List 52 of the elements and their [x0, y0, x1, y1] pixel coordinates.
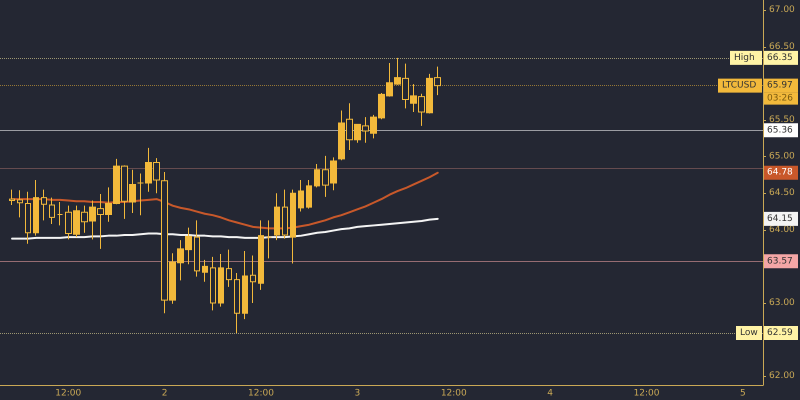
candlestick [218, 253, 224, 308]
candlestick [266, 220, 272, 259]
ref-line-label: LTCUSD [722, 80, 756, 91]
candlestick [250, 254, 256, 304]
y-tick-label: 66.50 [769, 42, 796, 52]
candlestick [25, 191, 31, 244]
candlestick [57, 202, 63, 226]
y-tick-label: 65.00 [769, 152, 796, 162]
y-tick-label: 64.00 [769, 224, 796, 235]
annotation: 63.57 [767, 256, 793, 266]
candlestick [274, 192, 280, 241]
x-tick-label: 3 [354, 388, 360, 398]
candlestick [202, 259, 208, 282]
line-series [11, 172, 439, 230]
x-tick-label: 12:00 [55, 388, 82, 398]
annotation: 62.59 [767, 328, 794, 338]
y-tick-label: 63.00 [769, 298, 796, 308]
candlestick [258, 220, 264, 290]
candlestick [242, 250, 248, 320]
annotation: 64.15 [767, 214, 793, 224]
y-tick-label: 64.50 [769, 188, 796, 198]
candlestick [306, 180, 312, 210]
candlestick [33, 180, 39, 236]
candlestick [194, 220, 200, 278]
x-tick-label: 12:00 [248, 388, 274, 398]
ref-line-label: High [734, 52, 755, 63]
text: 03:26 [767, 94, 794, 104]
ref-line-label: Low [740, 328, 758, 338]
candlestick [290, 189, 296, 264]
y-tick-label: 67.00 [769, 5, 796, 16]
annotation: 64.78 [767, 168, 794, 178]
annotation: 65.36 [767, 125, 794, 136]
candlestick [49, 197, 55, 224]
candlestick [41, 189, 47, 221]
candlestick [234, 272, 240, 334]
x-tick-label: 12:00 [440, 388, 468, 398]
x-tick-label: 4 [547, 388, 554, 398]
y-tick-label: 65.50 [769, 115, 796, 126]
candlestick [314, 163, 320, 188]
candlestick [282, 189, 288, 240]
candlestick [210, 256, 216, 311]
annotation: 65.97 [767, 80, 793, 91]
line-series [11, 218, 439, 240]
x-tick-label: 2 [162, 388, 168, 398]
x-tick-label: 5 [740, 388, 746, 398]
candlestick [17, 190, 23, 218]
candlestick [298, 180, 304, 212]
y-tick-label: 62.00 [769, 371, 796, 382]
candlestick [9, 189, 15, 206]
candlestick [226, 249, 232, 288]
annotation: 66.35 [767, 52, 793, 63]
x-tick-label: 12:00 [634, 388, 660, 398]
